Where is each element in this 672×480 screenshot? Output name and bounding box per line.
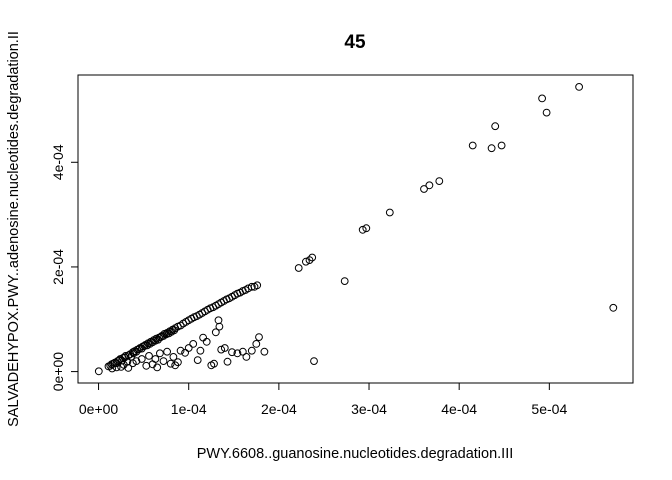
data-point — [491, 122, 500, 131]
data-point — [260, 347, 269, 356]
data-point — [305, 256, 314, 265]
data-point — [202, 337, 211, 346]
data-point — [189, 340, 198, 348]
y-axis: 0e+00 2e-04 4e-04 — [50, 144, 79, 392]
data-point — [233, 349, 242, 358]
x-axis: 0e+00 1e-04 2e-04 3e-04 4e-04 5e-04 — [79, 382, 567, 417]
x-tick-label: 5e-04 — [531, 401, 567, 417]
data-point — [223, 357, 232, 366]
data-point — [425, 181, 434, 190]
data-point — [385, 208, 394, 217]
data-point — [238, 347, 247, 356]
data-point — [176, 346, 185, 355]
data-point — [199, 333, 208, 342]
data-point — [497, 141, 506, 150]
data-point — [117, 363, 125, 371]
y-tick-label: 4e-04 — [50, 144, 66, 180]
data-point — [154, 335, 163, 344]
data-point — [214, 316, 223, 325]
data-point — [294, 264, 303, 272]
data-point — [242, 353, 251, 361]
data-point — [542, 108, 551, 117]
data-point — [108, 364, 116, 373]
data-point — [211, 328, 220, 337]
data-point — [210, 359, 218, 368]
y-axis-label: SALVADEHYPOX.PWY..adenosine.nucleotides.… — [6, 31, 22, 427]
data-point — [217, 345, 226, 354]
data-points — [94, 83, 618, 376]
data-point — [308, 253, 317, 262]
data-point — [255, 333, 263, 342]
data-point — [302, 257, 310, 266]
data-point — [420, 185, 428, 193]
data-point — [174, 358, 182, 367]
data-point — [137, 355, 146, 363]
data-point — [145, 352, 153, 360]
data-point — [247, 282, 256, 291]
data-point — [124, 364, 133, 372]
data-point — [184, 344, 193, 352]
data-point — [468, 141, 477, 150]
y-tick-label: 2e-04 — [50, 249, 66, 285]
data-point — [340, 277, 349, 286]
data-point — [220, 344, 229, 352]
data-point — [112, 363, 121, 372]
data-point — [252, 340, 261, 348]
x-tick-label: 1e-04 — [171, 401, 207, 417]
data-point — [153, 363, 162, 372]
data-point — [435, 177, 444, 186]
data-point — [170, 326, 179, 335]
x-axis-label: PWY.6608..guanosine.nucleotides.degradat… — [197, 446, 514, 462]
data-point — [142, 361, 151, 370]
x-tick-label: 0e+00 — [79, 401, 119, 417]
data-point — [362, 224, 371, 233]
data-point — [159, 357, 168, 366]
data-point — [247, 346, 256, 355]
data-point — [310, 357, 318, 366]
chart-title: 45 — [344, 32, 366, 53]
x-tick-label: 2e-04 — [261, 401, 297, 417]
data-point — [487, 144, 496, 153]
data-point — [215, 322, 224, 331]
data-point — [132, 357, 141, 366]
data-point — [575, 83, 583, 91]
data-point — [253, 281, 262, 290]
data-point — [358, 225, 367, 234]
data-point — [163, 347, 172, 356]
data-point — [609, 303, 618, 312]
data-point — [196, 346, 205, 355]
data-point — [228, 348, 236, 357]
x-tick-label: 4e-04 — [441, 401, 477, 417]
data-point — [166, 359, 175, 368]
data-point — [151, 355, 160, 363]
plot-frame — [77, 74, 634, 384]
x-tick-label: 3e-04 — [351, 401, 387, 417]
y-tick-label: 0e+00 — [50, 352, 66, 392]
data-point — [538, 94, 546, 103]
data-point — [94, 367, 103, 376]
data-point — [169, 353, 178, 361]
data-point — [193, 356, 202, 365]
data-point — [156, 349, 164, 358]
